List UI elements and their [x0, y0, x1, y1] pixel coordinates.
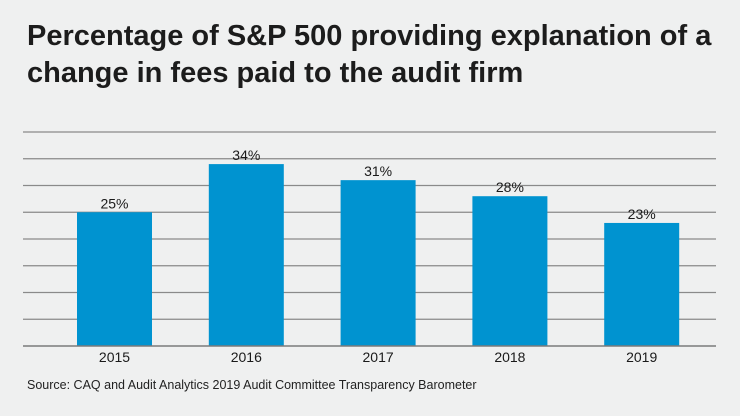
bar-2018: [472, 196, 548, 346]
data-label: 34%: [232, 147, 260, 163]
x-tick-label: 2019: [626, 349, 657, 365]
bar-2017: [340, 180, 416, 346]
bar-2019: [604, 222, 680, 346]
x-tick-label: 2017: [363, 349, 394, 365]
bar-2015: [77, 212, 152, 346]
x-tick-label: 2016: [231, 349, 262, 365]
data-label: 25%: [100, 195, 128, 211]
x-tick-label: 2018: [494, 349, 525, 365]
chart-title: Percentage of S&P 500 providing explanat…: [27, 20, 712, 89]
data-label: 31%: [364, 163, 392, 179]
data-label: 23%: [628, 206, 656, 222]
data-label: 28%: [496, 179, 524, 195]
bar-2016: [208, 164, 284, 346]
x-tick-label: 2015: [99, 349, 130, 365]
source-note: Source: CAQ and Audit Analytics 2019 Aud…: [27, 378, 477, 392]
